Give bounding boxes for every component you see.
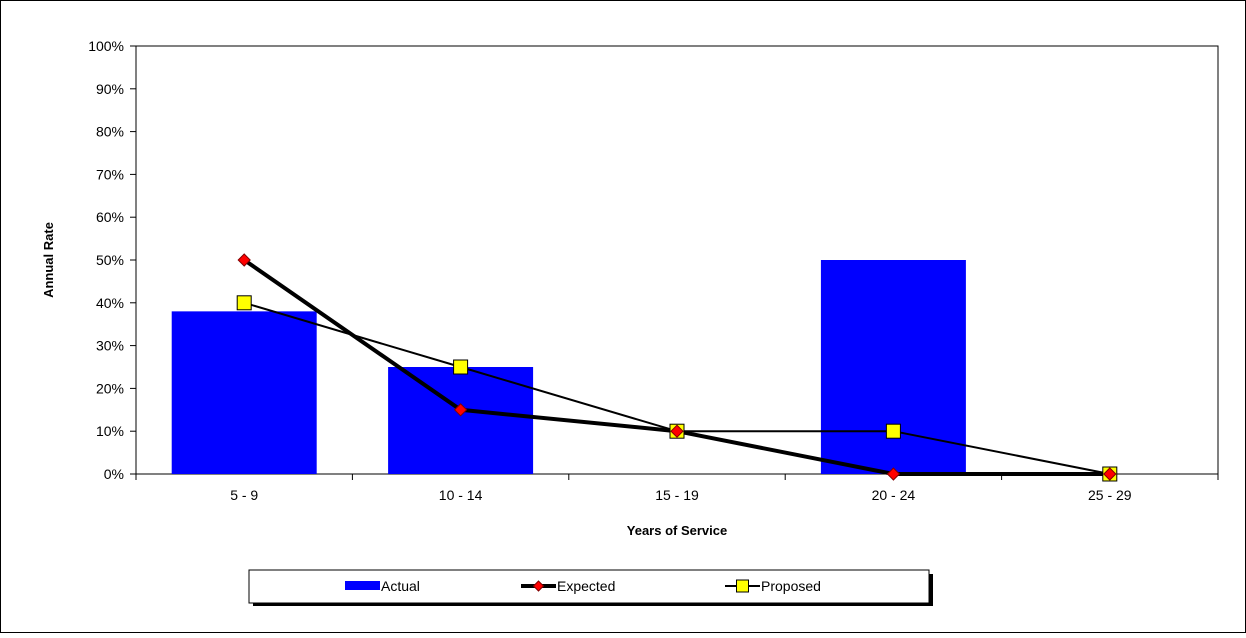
legend-item-expected: Expected (521, 578, 615, 594)
marker-expected (670, 424, 684, 438)
y-tick-label: 40% (96, 295, 124, 311)
marker-expected (1103, 467, 1117, 481)
line-series (236, 253, 1118, 482)
x-tick-label: 20 - 24 (872, 487, 916, 503)
y-tick-label: 100% (88, 38, 124, 54)
legend-item-proposed: Proposed (725, 578, 821, 594)
y-tick-label: 90% (96, 81, 124, 97)
marker-proposed (236, 295, 252, 311)
legend-label-proposed: Proposed (761, 578, 821, 594)
legend-label-expected: Expected (557, 578, 615, 594)
x-tick-label: 5 - 9 (230, 487, 258, 503)
bar-actual (171, 311, 317, 474)
x-tick-label: 10 - 14 (439, 487, 483, 503)
marker-expected (886, 467, 901, 481)
y-tick-label: 50% (96, 252, 124, 268)
y-axis-ticks: 0% 10% 20% 30% 40% 50% 60% 70% 80% 90% 100% (88, 38, 136, 482)
x-axis-ticks: 5 - 9 10 - 14 15 - 19 20 - 24 25 - 29 (135, 474, 1219, 503)
marker-expected (453, 403, 468, 417)
y-tick-label: 70% (96, 166, 124, 182)
marker-expected (237, 253, 251, 267)
marker-proposed (453, 359, 469, 375)
legend: Actual Expected Proposed (248, 569, 933, 606)
y-tick-label: 80% (96, 124, 124, 140)
marker-proposed (885, 423, 901, 439)
y-tick-label: 20% (96, 380, 124, 396)
y-tick-label: 30% (96, 338, 124, 354)
legend-swatch-actual (345, 581, 380, 590)
y-tick-label: 0% (104, 466, 124, 482)
legend-marker-proposed (736, 579, 749, 593)
legend-marker-expected (532, 580, 545, 592)
legend-item-actual: Actual (345, 578, 420, 594)
bar-actual (388, 367, 534, 474)
y-axis-title: Annual Rate (41, 222, 56, 298)
y-tick-label: 10% (96, 423, 124, 439)
y-tick-label: 60% (96, 209, 124, 225)
legend-label-actual: Actual (381, 578, 420, 594)
x-tick-label: 25 - 29 (1088, 487, 1132, 503)
x-tick-label: 15 - 19 (655, 487, 699, 503)
x-axis-title: Years of Service (627, 523, 727, 538)
